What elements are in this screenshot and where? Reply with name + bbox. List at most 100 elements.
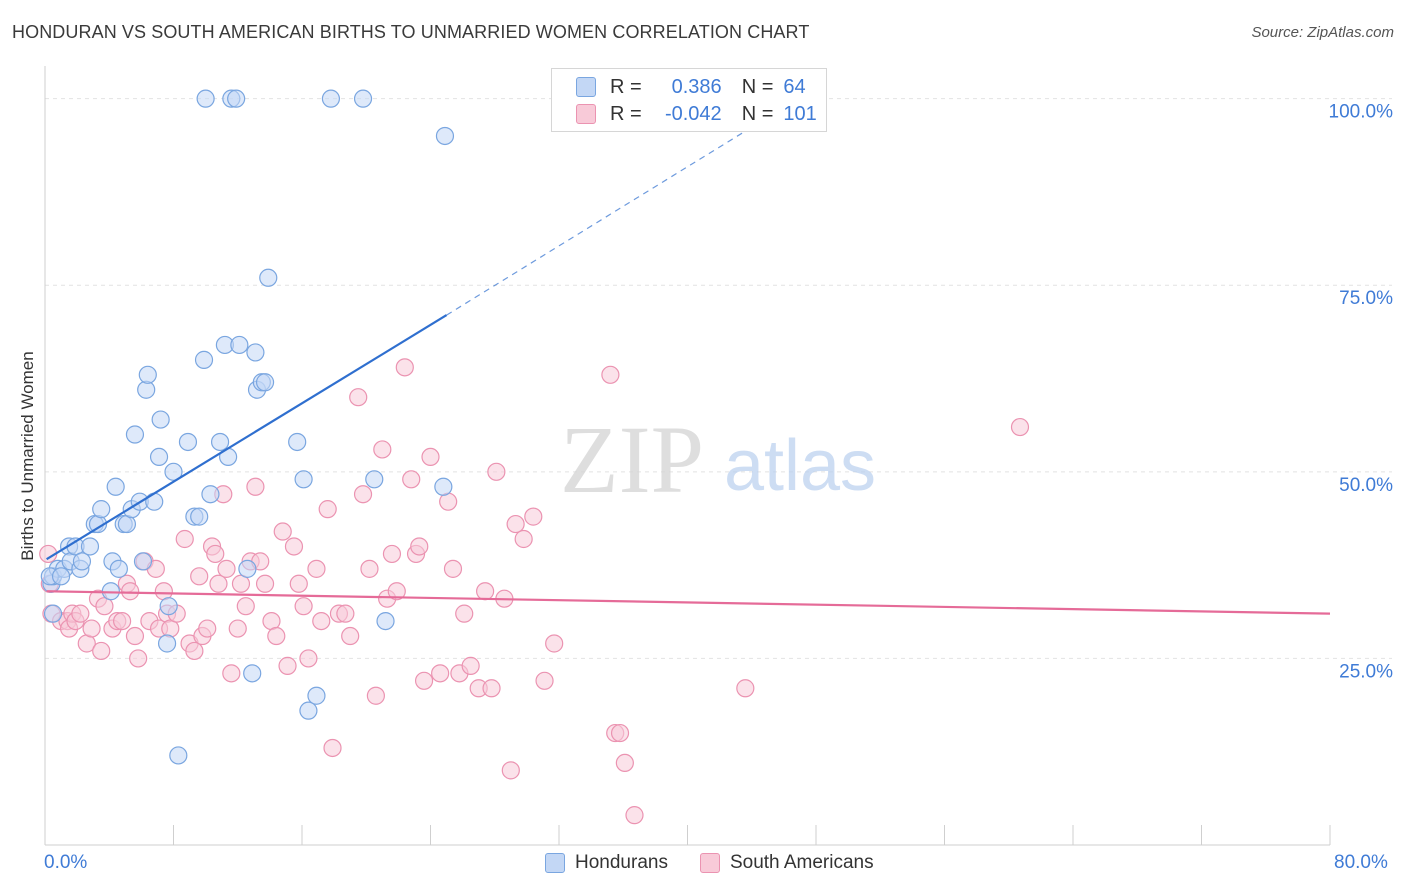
honduran-point <box>178 432 198 452</box>
honduran-point <box>92 500 111 519</box>
south-american-point <box>601 365 620 384</box>
south-americans-points <box>39 358 1030 825</box>
honduran-point <box>43 604 63 623</box>
south-american-point <box>236 597 255 616</box>
south-american-point <box>1010 417 1030 437</box>
south-american-point <box>487 462 506 481</box>
y-tick-label: 75.0% <box>1339 288 1393 309</box>
honduran-point <box>159 597 178 616</box>
r-label: R = <box>610 75 642 98</box>
honduran-point <box>238 559 257 578</box>
honduran-point <box>376 611 395 631</box>
hondurans-trend-line <box>46 314 448 561</box>
watermark-atlas-text: atlas <box>724 426 876 506</box>
south-american-point <box>71 604 90 623</box>
south-american-point <box>129 649 148 668</box>
south-american-point <box>455 604 474 623</box>
honduran-point <box>157 634 177 653</box>
honduran-point <box>133 552 153 571</box>
south-american-point <box>366 686 385 705</box>
honduran-point <box>365 470 384 489</box>
south-american-point <box>353 485 373 504</box>
honduran-point <box>137 380 156 399</box>
south-american-point <box>228 619 247 638</box>
south-american-point <box>402 470 421 489</box>
y-tick-labels: 25.0% 50.0% 75.0% 100.0% <box>1329 102 1394 683</box>
south-american-point <box>175 529 194 549</box>
honduran-point <box>149 447 169 467</box>
south-american-point <box>190 567 209 586</box>
honduran-point <box>288 432 307 452</box>
legend-row-hondurans: R = 0.386 N = 64 <box>576 74 806 100</box>
honduran-point <box>190 507 209 526</box>
y-tick-label: 50.0% <box>1339 475 1393 496</box>
honduran-point <box>294 470 313 489</box>
south-american-point <box>421 447 440 467</box>
south-american-point <box>736 679 755 698</box>
south-american-point <box>461 656 480 675</box>
south-american-point <box>222 664 241 683</box>
south-american-point <box>615 753 634 773</box>
honduran-point <box>194 350 214 369</box>
honduran-point <box>138 365 157 384</box>
honduran-point <box>106 477 125 496</box>
honduran-point <box>164 462 183 481</box>
hondurans-legend-label: Hondurans <box>575 852 668 873</box>
trend-lines <box>46 116 1331 615</box>
south-american-point <box>382 544 402 564</box>
honduran-point <box>109 559 128 578</box>
hondurans-legend-swatch <box>545 853 565 873</box>
south-american-point <box>395 358 414 377</box>
legend-item-hondurans: Hondurans <box>545 852 668 874</box>
honduran-point <box>145 492 164 511</box>
honduran-point <box>80 537 100 556</box>
honduran-point <box>230 335 249 355</box>
source-label: Source: ZipAtlas.com <box>1251 24 1394 41</box>
honduran-point <box>307 686 326 705</box>
honduran-point <box>125 425 145 444</box>
honduran-point <box>246 343 265 362</box>
south-americans-n-value: 101 <box>783 102 817 125</box>
x-tick-max: 80.0% <box>1334 852 1388 873</box>
south-american-point <box>501 761 520 780</box>
y-tick-label: 100.0% <box>1329 102 1394 123</box>
south-american-point <box>514 529 533 549</box>
south-american-point <box>336 604 355 623</box>
south-american-point <box>341 626 360 646</box>
south-american-point <box>323 738 342 758</box>
south-american-point <box>255 574 275 593</box>
south-americans-legend-swatch <box>699 853 720 873</box>
hondurans-trend-extension <box>446 116 769 316</box>
n-label: N = <box>741 75 774 98</box>
x-tick-min: 0.0% <box>44 852 88 873</box>
south-american-point <box>387 582 406 601</box>
south-american-point <box>206 544 225 564</box>
south-american-point <box>414 671 434 690</box>
y-tick-label: 25.0% <box>1339 661 1393 682</box>
honduran-point <box>51 567 71 586</box>
south-american-point <box>545 634 564 653</box>
south-american-point <box>524 507 543 526</box>
honduran-point <box>210 432 230 452</box>
south-american-point <box>267 626 286 646</box>
south-american-point <box>198 619 217 638</box>
south-american-point <box>476 582 495 601</box>
south-american-point <box>246 477 265 496</box>
south-american-point <box>625 806 644 825</box>
south-american-point <box>92 641 111 661</box>
legend-item-south-americans: South Americans <box>699 852 874 874</box>
honduran-point <box>299 701 318 720</box>
honduran-point <box>321 89 341 108</box>
south-american-point <box>318 500 337 519</box>
south-american-point <box>112 611 132 631</box>
legend-row-south-americans: R = -0.042 N = 101 <box>576 101 817 127</box>
south-american-point <box>289 574 308 593</box>
chart-title: HONDURAN VS SOUTH AMERICAN BIRTHS TO UNM… <box>12 22 810 42</box>
south-american-point <box>482 679 501 698</box>
south-american-point <box>349 388 368 407</box>
honduran-point <box>151 410 170 429</box>
south-american-point <box>82 619 101 638</box>
hondurans-r-value: 0.386 <box>671 75 722 98</box>
south-americans-r-value: -0.042 <box>664 102 722 125</box>
south-american-point <box>125 626 145 646</box>
